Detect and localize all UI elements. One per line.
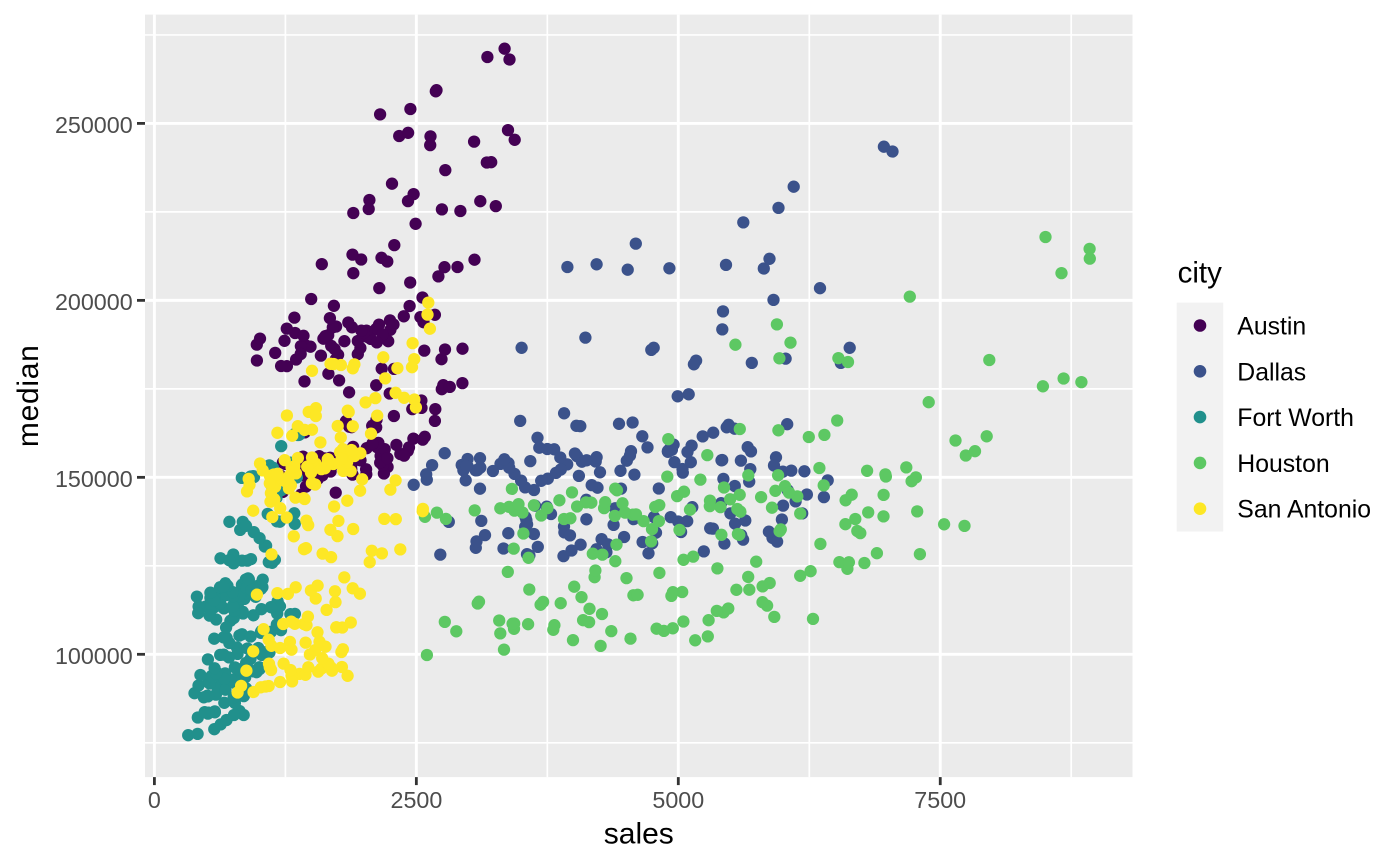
svg-text:2500: 2500 xyxy=(390,787,442,813)
svg-text:250000: 250000 xyxy=(55,112,133,138)
svg-text:Fort Worth: Fort Worth xyxy=(1237,405,1354,432)
svg-text:7500: 7500 xyxy=(914,787,966,813)
svg-text:Dallas: Dallas xyxy=(1237,359,1306,386)
svg-text:San Antonio: San Antonio xyxy=(1237,497,1371,524)
svg-text:100000: 100000 xyxy=(55,643,133,669)
svg-text:0: 0 xyxy=(148,787,161,813)
svg-text:200000: 200000 xyxy=(55,289,133,315)
svg-text:city: city xyxy=(1178,257,1223,290)
svg-text:5000: 5000 xyxy=(652,787,704,813)
svg-text:150000: 150000 xyxy=(55,466,133,492)
svg-text:median: median xyxy=(12,345,45,448)
svg-text:sales: sales xyxy=(604,818,674,851)
svg-text:Austin: Austin xyxy=(1237,314,1306,341)
svg-text:Houston: Houston xyxy=(1237,451,1329,478)
